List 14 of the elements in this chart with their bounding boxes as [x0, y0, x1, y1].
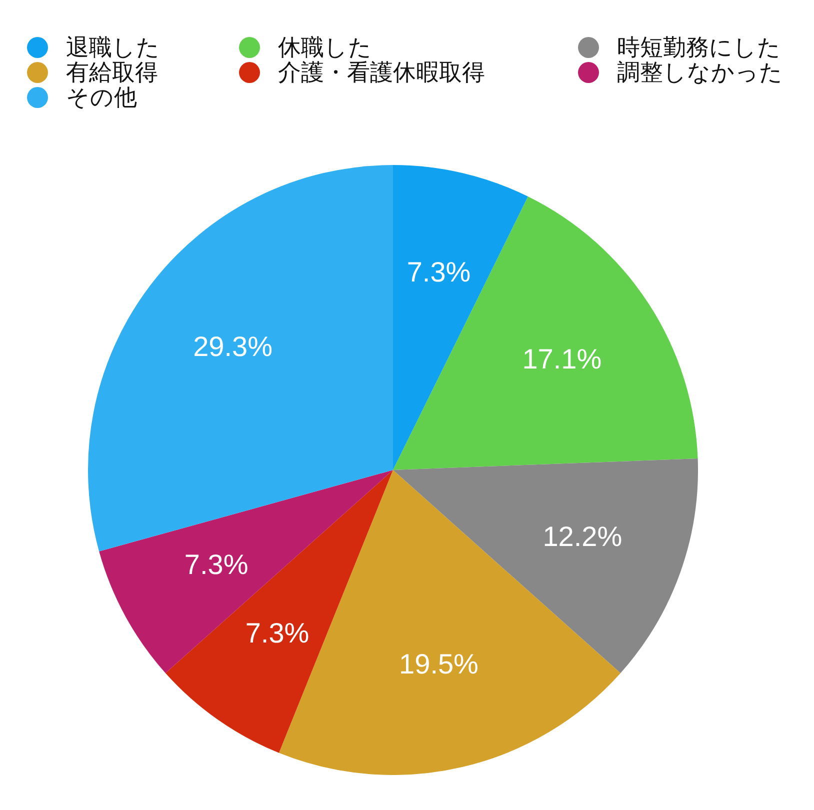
data-label: 19.5% — [399, 648, 478, 680]
legend-label: 時短勤務にした — [617, 34, 781, 60]
data-label: 29.3% — [193, 330, 272, 362]
data-label: 7.3% — [406, 256, 471, 288]
legend-label: 退職した — [66, 34, 160, 60]
data-label: 7.3% — [245, 617, 310, 648]
legend-label: 介護・看護休暇取得 — [278, 59, 485, 85]
legend-label: 有給取得 — [66, 59, 158, 85]
legend-label: その他 — [66, 84, 137, 110]
legend-label: 調整しなかった — [617, 59, 783, 85]
data-label: 12.2% — [542, 520, 622, 552]
data-label: 17.1% — [522, 343, 602, 374]
legend-label: 休職した — [278, 34, 372, 60]
data-label: 7.3% — [184, 549, 248, 580]
